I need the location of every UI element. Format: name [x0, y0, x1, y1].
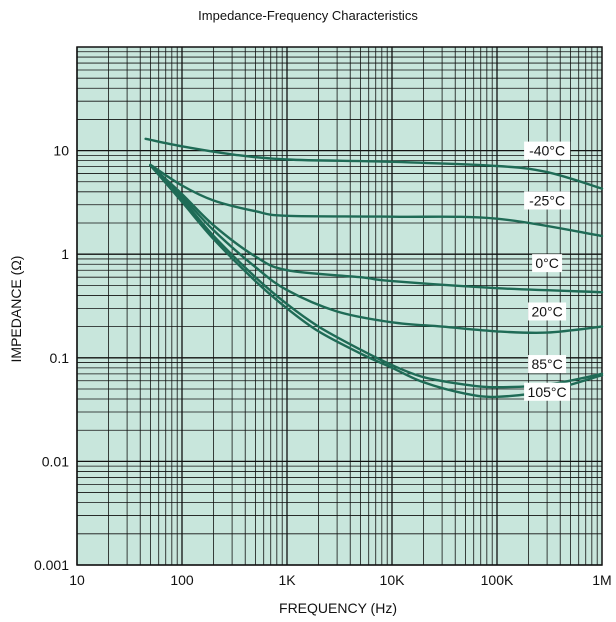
series-label-bg: [524, 382, 571, 401]
x-tick-label: 10K: [380, 572, 406, 588]
x-tick-label: 100K: [481, 572, 514, 588]
chart-title: Impedance-Frequency Characteristics: [198, 8, 418, 23]
series-label-bg: [532, 254, 563, 273]
y-axis-label: IMPEDANCE (Ω): [8, 255, 24, 363]
y-tick-label: 0.001: [34, 557, 69, 573]
series-label-bg: [524, 191, 571, 210]
series-line: [149, 164, 604, 399]
y-tick-label: 0.1: [50, 350, 70, 366]
series-line: [149, 164, 604, 389]
series-line: [144, 137, 604, 190]
y-tick-label: 1: [61, 246, 69, 262]
x-tick-label: 1K: [278, 572, 296, 588]
x-tick-label: 100: [170, 572, 194, 588]
series-label-bg: [528, 355, 567, 374]
x-tick-label: 1M: [592, 572, 611, 588]
x-axis-label: FREQUENCY (Hz): [279, 600, 397, 616]
series-label: 105°C: [528, 384, 567, 400]
x-tick-label: 10: [69, 572, 85, 588]
series-label: 20°C: [531, 303, 562, 319]
series-label: -40°C: [529, 143, 565, 159]
series-label: 0°C: [535, 255, 559, 271]
series-line: [149, 163, 604, 238]
plot-frame: [76, 46, 603, 566]
series-line: [149, 164, 604, 335]
plot-area: [77, 47, 602, 565]
y-tick-label: 10: [53, 143, 69, 159]
series-label: 85°C: [531, 356, 562, 372]
series-line: [149, 164, 604, 294]
y-tick-label: 0.01: [42, 453, 69, 469]
series-label: -25°C: [529, 192, 565, 208]
series-label-bg: [528, 302, 567, 321]
series-label-bg: [524, 141, 571, 160]
